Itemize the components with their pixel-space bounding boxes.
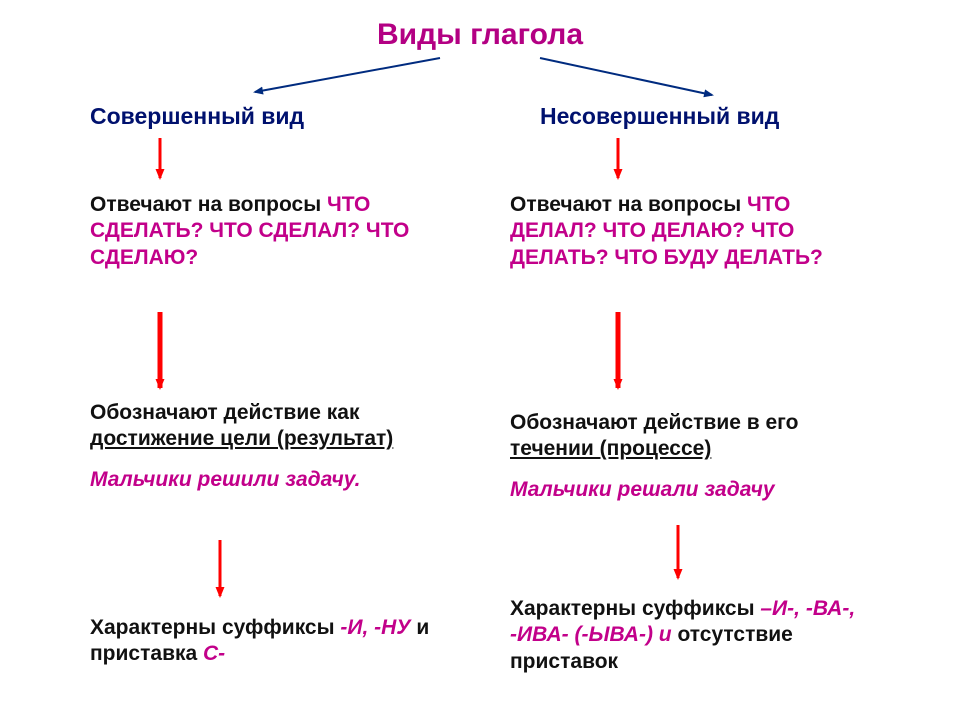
left-description: Обозначают действие как достижение цели …: [90, 400, 430, 493]
right-desc-prefix: Обозначают действие в его: [510, 411, 798, 434]
left-suff-accent: -И, -НУ: [340, 616, 410, 639]
page-title: Виды глагола: [0, 16, 960, 54]
left-heading: Совершенный вид: [90, 102, 304, 131]
left-q-prefix: Отвечают на вопросы: [90, 193, 327, 216]
right-description: Обозначают действие в его течении (проце…: [510, 410, 880, 503]
right-q-prefix: Отвечают на вопросы: [510, 193, 747, 216]
left-suff-accent2: С-: [203, 642, 225, 665]
right-heading: Несовершенный вид: [540, 102, 779, 131]
left-suff-prefix: Характерны суффиксы: [90, 616, 340, 639]
right-suffixes: Характерны суффиксы –И-, -ВА-, -ИВА- (-Ы…: [510, 596, 880, 675]
right-suff-prefix: Характерны суффиксы: [510, 597, 760, 620]
left-example: Мальчики решили задачу.: [90, 467, 430, 493]
left-desc-underline: достижение цели (результат): [90, 427, 393, 450]
right-questions: Отвечают на вопросы ЧТО ДЕЛАЛ? ЧТО ДЕЛАЮ…: [510, 192, 880, 271]
left-desc-prefix: Обозначают действие как: [90, 401, 359, 424]
left-suffixes: Характерны суффиксы -И, -НУ и приставка …: [90, 615, 430, 668]
right-example: Мальчики решали задачу: [510, 477, 880, 503]
left-questions: Отвечают на вопросы ЧТО СДЕЛАТЬ? ЧТО СДЕ…: [90, 192, 430, 271]
right-desc-underline: течении (процессе): [510, 437, 711, 460]
